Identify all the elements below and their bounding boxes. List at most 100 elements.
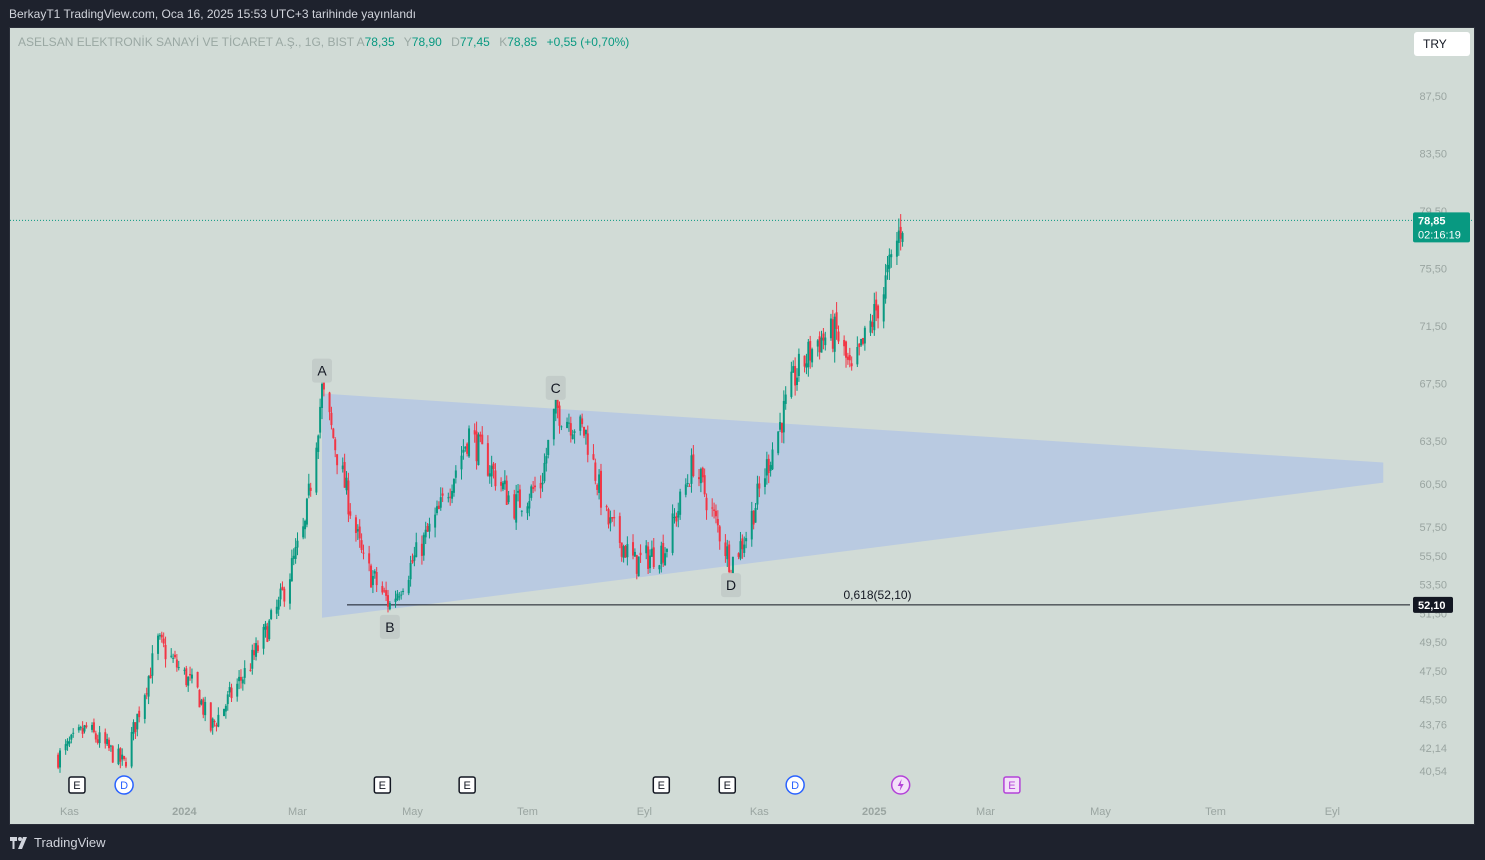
candle (835, 302, 838, 340)
candle (558, 401, 561, 434)
candle (648, 549, 651, 574)
candle-body (177, 667, 180, 669)
candle-body (209, 702, 212, 731)
candle-body (302, 526, 305, 538)
candle (560, 425, 563, 431)
candle (145, 687, 148, 700)
candle-body (807, 341, 810, 368)
candle-body (356, 529, 359, 532)
candle (637, 556, 640, 577)
candle-body (228, 687, 231, 693)
wave-label-text: C (551, 380, 561, 396)
candle (829, 313, 832, 341)
candle-body (752, 510, 755, 525)
candle-body (305, 498, 308, 525)
candle-body (149, 674, 152, 679)
candle-body (884, 275, 887, 299)
candle-body (368, 553, 371, 564)
candle-body (226, 694, 229, 705)
candle (420, 535, 423, 565)
candle (861, 337, 864, 346)
fib-level-label: 0,618(52,10) (844, 588, 912, 602)
candle (415, 532, 418, 558)
candle-body (731, 556, 734, 576)
candle (238, 670, 241, 690)
candle (679, 488, 682, 520)
currency-button[interactable]: TRY (1414, 32, 1470, 56)
candle (268, 619, 271, 641)
earnings-marker: E (458, 776, 476, 794)
candle (394, 590, 397, 608)
candle (66, 738, 69, 751)
candle (381, 581, 384, 595)
candle-body (66, 740, 69, 746)
candle (464, 446, 467, 452)
candle-body (858, 343, 861, 348)
candle-body (888, 254, 891, 269)
candle (528, 493, 531, 517)
candle-body (434, 514, 437, 528)
earnings-marker: E (373, 776, 392, 794)
candle (850, 356, 853, 371)
candle-body (545, 456, 548, 464)
candle-body (108, 739, 111, 749)
candle (341, 457, 344, 473)
candle (396, 589, 399, 601)
candle-body (811, 349, 814, 363)
candle-body (690, 455, 693, 484)
candle-body (460, 455, 463, 470)
candle-body (552, 408, 555, 440)
candle (843, 335, 846, 356)
candle-body (835, 312, 838, 330)
candle-body (526, 506, 529, 514)
candle-body (756, 483, 759, 505)
candle-body (532, 487, 535, 489)
last-price-tag: 78,85 02:16:19 (1413, 212, 1470, 243)
y-tick-label: 60,50 (1419, 479, 1447, 491)
candle-body (385, 590, 388, 596)
candle-body (513, 494, 516, 519)
candle-body (713, 509, 716, 511)
candle (279, 583, 282, 607)
candle (886, 255, 889, 280)
low-value: 77,45 (459, 35, 490, 49)
candle (526, 502, 529, 520)
candle (147, 675, 150, 705)
dividend-marker: D (785, 775, 805, 795)
axes: 87,5083,5079,5075,5071,5067,5063,5060,50… (60, 91, 1447, 818)
candle-body (117, 748, 120, 765)
candle-body (204, 701, 207, 716)
candle-body (411, 560, 414, 563)
candle-body (632, 542, 635, 556)
candle (79, 725, 82, 731)
tradingview-brand[interactable]: TradingView (10, 835, 106, 850)
candle-body (349, 511, 352, 516)
wave-label-box (545, 375, 566, 400)
candle (262, 624, 265, 655)
candle-body (794, 366, 797, 386)
earnings-marker: E (68, 776, 86, 794)
candle-body (72, 732, 75, 734)
candle (111, 745, 114, 764)
candle-body (583, 426, 586, 436)
candle-body (820, 337, 823, 353)
candle (790, 361, 793, 399)
candle-body (790, 371, 793, 397)
candle-body (530, 486, 533, 498)
candle-body (716, 518, 719, 526)
candle (400, 590, 403, 600)
candle (449, 488, 452, 506)
candle (77, 724, 80, 733)
candle (737, 552, 740, 560)
candle (792, 360, 795, 373)
dividend-marker: D (114, 775, 134, 795)
candle (571, 429, 574, 440)
candle (769, 461, 772, 477)
candle-body (688, 485, 691, 487)
candle-body (270, 610, 273, 620)
candle-body (534, 485, 537, 488)
candle (500, 477, 503, 492)
candle-body (477, 434, 480, 466)
